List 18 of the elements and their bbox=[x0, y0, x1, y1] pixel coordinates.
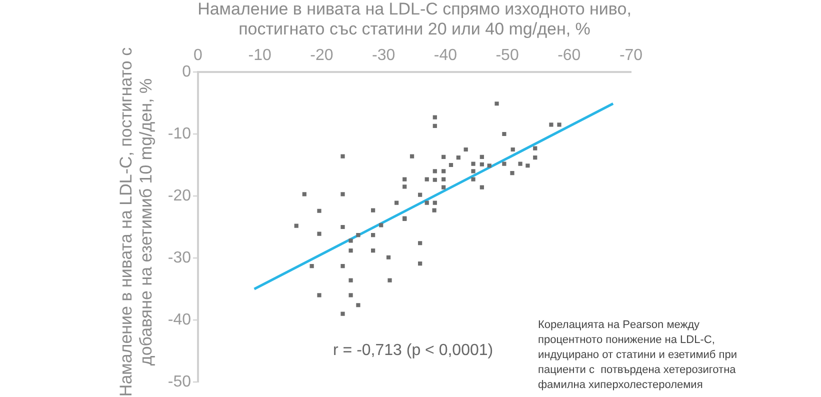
y-tick-label: -50 bbox=[168, 373, 192, 390]
y-tick-label: -20 bbox=[168, 187, 192, 204]
x-tick-label: 0 bbox=[194, 46, 203, 64]
x-axis-title: Намаление в нивата на LDL-C спрямо изходното ниво, постигнато със статини 20 или 40 mg/ден, % bbox=[198, 0, 632, 39]
y-tick-label: -40 bbox=[168, 311, 192, 328]
x-tick-label: -20 bbox=[310, 46, 334, 64]
y-tick-label: -30 bbox=[168, 249, 192, 266]
x-tick-label: -40 bbox=[434, 46, 458, 64]
annotation: Корелацията на Pearson между процентното понижение на LDL-C, индуцирано от статини и езетимиб при пациенти с потвърдена хетерозиготна фамилна хиперхолестеролемия bbox=[538, 318, 738, 393]
y-axis-title: Намаление в нивата на LDL-C, постигнато с добавяне на езетимиб 10 mg/ден, % bbox=[116, 46, 156, 397]
x-tick-label: -30 bbox=[372, 46, 396, 64]
annotation: r = -0,713 (p < 0,0001) bbox=[333, 342, 494, 360]
x-tick-label: -70 bbox=[619, 46, 643, 64]
y-tick-label: -10 bbox=[168, 125, 192, 142]
y-tick-label: 0 bbox=[182, 63, 192, 80]
x-tick-label: -60 bbox=[558, 46, 581, 64]
x-tick-label: -10 bbox=[248, 46, 272, 64]
x-tick-label: -50 bbox=[496, 46, 519, 64]
